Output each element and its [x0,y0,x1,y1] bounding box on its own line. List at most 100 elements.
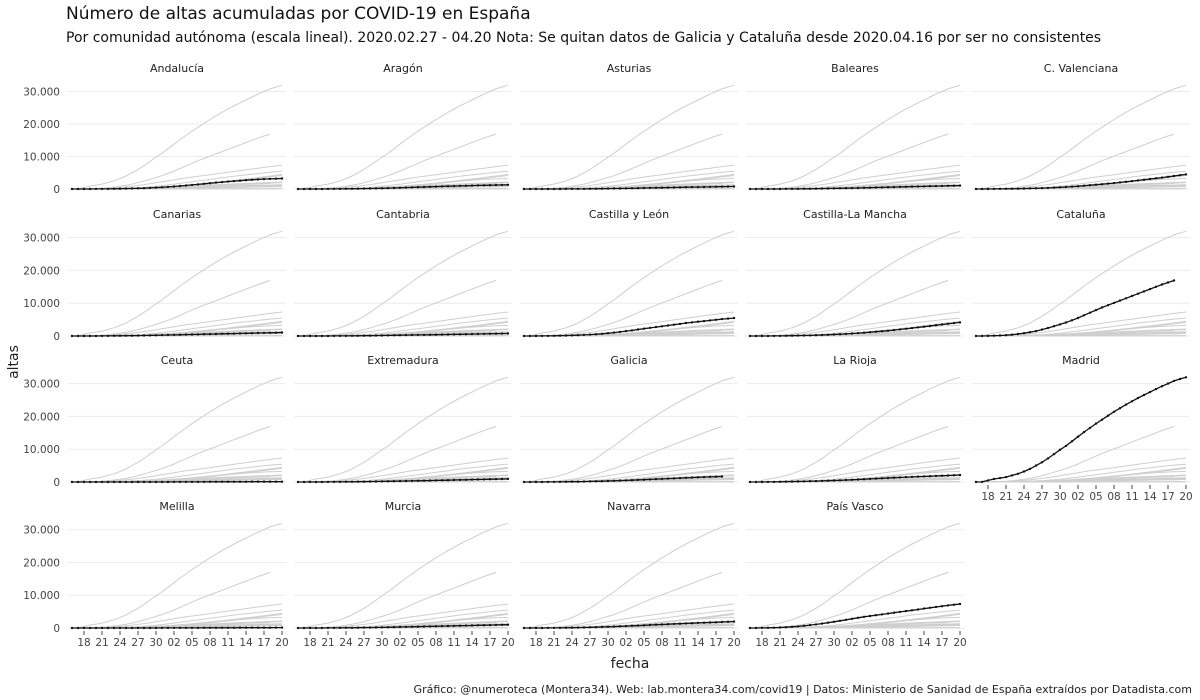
data-point [94,334,98,338]
x-tick-label: 18 [303,637,316,649]
chart-caption: Gráfico: @numeroteca (Montera34). Web: l… [413,683,1192,696]
data-point [570,480,574,483]
data-point [178,480,182,484]
data-point [1124,180,1128,183]
data-point [100,334,104,338]
data-point [748,187,752,191]
data-point [684,186,688,189]
data-point [702,319,706,323]
data-point [214,626,218,629]
data-point [630,329,634,332]
data-point [1034,464,1038,467]
data-point [1016,332,1020,336]
data-point [958,321,962,324]
x-tick-label: 05 [411,637,424,649]
data-point [754,480,758,484]
panel-cataluna: Cataluña [972,208,1190,338]
data-point [124,626,128,630]
data-point [748,626,752,630]
data-point [868,477,872,481]
data-point [326,334,330,338]
data-point [196,626,200,630]
panel-title: Baleares [831,62,879,75]
series-line-galicia [524,475,723,483]
data-point [678,622,682,625]
data-point [106,334,110,338]
data-point [814,623,818,626]
panel-title: Navarra [607,500,651,513]
data-point [392,480,396,483]
data-point [998,476,1002,480]
data-point [280,626,284,629]
data-point [928,475,932,478]
background-series-line [749,522,961,629]
data-point [600,187,604,190]
data-point [696,320,700,323]
data-point [160,333,164,337]
data-point [618,330,622,334]
data-point [558,187,562,191]
data-point [916,608,920,611]
data-point [832,333,836,336]
data-point [660,186,664,189]
data-point [1112,181,1116,185]
data-point [398,479,402,483]
data-point [796,187,800,191]
data-point [494,183,498,187]
data-point [482,184,486,187]
data-point [244,332,248,335]
data-point [838,479,842,482]
data-point [256,480,260,483]
data-point [660,325,664,328]
data-point [446,479,450,482]
data-point [148,186,152,190]
data-point [1142,290,1146,293]
data-point [880,186,884,189]
data-point [980,187,984,191]
data-point [124,334,128,337]
data-point [506,623,510,626]
data-point [422,479,426,482]
data-point [190,183,194,187]
data-point [362,187,366,190]
data-point [1130,294,1134,298]
data-point [112,626,116,630]
data-point [256,626,260,629]
data-point [1154,177,1158,180]
data-point [576,480,580,483]
data-point [974,480,978,484]
y-tick-label: 30.000 [23,379,60,391]
data-point [540,626,544,630]
data-point [350,480,354,483]
data-point [826,621,830,624]
data-point [922,325,926,328]
data-point [862,478,866,481]
data-point [642,478,646,481]
y-tick-label: 20.000 [23,265,60,277]
data-point [928,324,932,328]
data-point [654,325,658,329]
panel-title: Canarias [153,208,201,221]
data-point [314,187,318,191]
background-series-line [523,84,735,190]
data-point [70,626,74,630]
data-point [642,327,646,330]
data-point [992,334,996,337]
data-point [136,334,140,337]
data-point [892,328,896,332]
data-point [958,184,962,187]
data-point [1148,390,1152,394]
data-point [636,187,640,190]
data-point [344,187,348,190]
data-point [470,624,474,627]
data-point [916,185,920,188]
x-tick-label: 11 [673,637,686,649]
data-point [112,480,116,484]
data-point [690,476,694,479]
data-point [302,187,306,191]
data-point [534,334,538,338]
data-point [696,185,700,189]
data-point [88,626,92,630]
data-point [172,480,176,484]
background-series-line [749,376,961,483]
